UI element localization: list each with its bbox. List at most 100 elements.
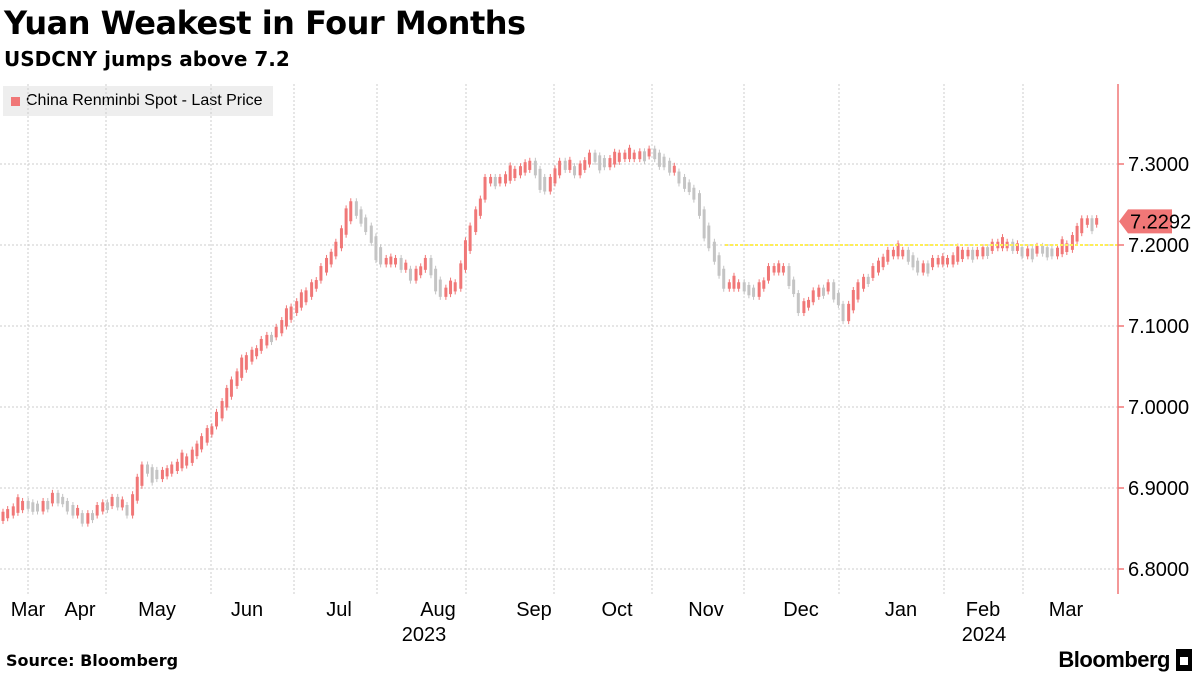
price-bar xyxy=(841,303,845,322)
legend-swatch xyxy=(11,96,20,106)
last-value-label: 7.2292 xyxy=(1130,211,1191,233)
price-bar xyxy=(1026,248,1030,257)
price-bar xyxy=(35,503,39,512)
price-bar xyxy=(384,257,388,265)
price-bar xyxy=(295,301,299,314)
price-bar xyxy=(896,243,900,257)
price-bar xyxy=(553,168,557,184)
price-bar xyxy=(737,282,741,289)
price-bar xyxy=(548,176,552,192)
price-bar xyxy=(1056,247,1060,257)
price-bar xyxy=(687,182,691,193)
y-tick-label: 7.0000 xyxy=(1128,397,1189,419)
price-bar xyxy=(146,464,150,474)
price-bar xyxy=(802,301,806,314)
price-bar xyxy=(807,299,811,308)
price-bar xyxy=(1065,243,1069,253)
price-bar xyxy=(444,287,448,297)
price-bar xyxy=(642,151,646,162)
price-bar xyxy=(135,476,139,501)
price-bar xyxy=(493,176,497,187)
price-bar xyxy=(374,236,378,261)
price-bar xyxy=(474,209,478,233)
price-bar xyxy=(513,168,517,179)
price-bar xyxy=(334,241,338,257)
price-bar xyxy=(205,428,209,443)
price-bar xyxy=(229,379,233,397)
price-bar xyxy=(847,303,851,322)
price-bar xyxy=(811,290,815,303)
price-bar xyxy=(389,256,393,265)
price-bar xyxy=(707,225,711,249)
price-bar xyxy=(160,469,164,480)
price-bar xyxy=(235,371,239,386)
price-bar xyxy=(647,148,651,157)
price-bar xyxy=(101,502,105,512)
price-bar xyxy=(468,225,472,251)
price-bar xyxy=(369,225,373,243)
x-tick-label: Apr xyxy=(64,599,95,621)
x-tick-label: Sep xyxy=(516,599,552,621)
price-bar xyxy=(866,276,870,285)
price-bar xyxy=(61,496,65,505)
price-bar xyxy=(981,247,985,257)
price-bar xyxy=(538,168,542,190)
price-bar xyxy=(404,262,408,270)
price-bar xyxy=(220,401,224,419)
last-value-marker: 7.2292 xyxy=(1119,209,1191,234)
price-bar xyxy=(86,513,90,524)
price-bar xyxy=(394,257,398,265)
price-bar xyxy=(901,249,905,257)
x-tick-label: Mar xyxy=(1049,599,1084,621)
chart-subtitle: USDCNY jumps above 7.2 xyxy=(4,47,290,71)
price-bar xyxy=(826,282,830,292)
price-bar xyxy=(319,266,323,281)
price-bar xyxy=(697,193,701,216)
price-bar xyxy=(1045,247,1049,258)
price-bar xyxy=(11,506,15,516)
price-bar xyxy=(438,279,442,297)
price-bar xyxy=(255,348,259,357)
price-bar xyxy=(116,496,120,508)
price-bar xyxy=(185,456,189,466)
price-bar xyxy=(975,249,979,257)
price-bar xyxy=(856,282,860,300)
price-bar xyxy=(876,260,880,273)
price-bar xyxy=(593,152,597,162)
price-bar xyxy=(692,187,696,200)
price-bar xyxy=(528,160,532,170)
price-bar xyxy=(1060,239,1064,255)
price-bar xyxy=(1080,218,1084,234)
price-bar xyxy=(653,148,657,160)
price-bar xyxy=(951,255,955,265)
price-bar xyxy=(966,249,970,257)
price-bar xyxy=(638,151,642,160)
x-year-label: 2023 xyxy=(402,624,447,646)
price-bar xyxy=(50,492,54,504)
price-bar xyxy=(180,452,184,469)
price-bar xyxy=(836,293,840,306)
price-bar xyxy=(6,509,10,519)
price-bar xyxy=(31,502,35,512)
price-bar xyxy=(1015,243,1019,251)
price-bar xyxy=(881,256,885,268)
price-bar xyxy=(325,257,329,273)
price-bar xyxy=(772,266,776,273)
price-bar xyxy=(911,255,915,268)
price-bar xyxy=(578,163,582,176)
price-bar xyxy=(732,275,736,289)
terminal-icon xyxy=(1176,649,1192,671)
price-bar xyxy=(777,263,781,273)
x-tick-label: Mar xyxy=(11,599,46,621)
price-bar xyxy=(906,249,910,262)
price-bar xyxy=(131,494,135,516)
price-bar xyxy=(453,282,457,292)
price-bar xyxy=(717,255,721,276)
price-bar xyxy=(971,249,975,260)
price-bar xyxy=(91,513,95,521)
price-bar xyxy=(280,320,284,334)
price-bar xyxy=(310,282,314,297)
price-bar xyxy=(329,251,333,265)
price-bar xyxy=(80,513,84,524)
y-tick-label: 7.3000 xyxy=(1128,154,1189,176)
